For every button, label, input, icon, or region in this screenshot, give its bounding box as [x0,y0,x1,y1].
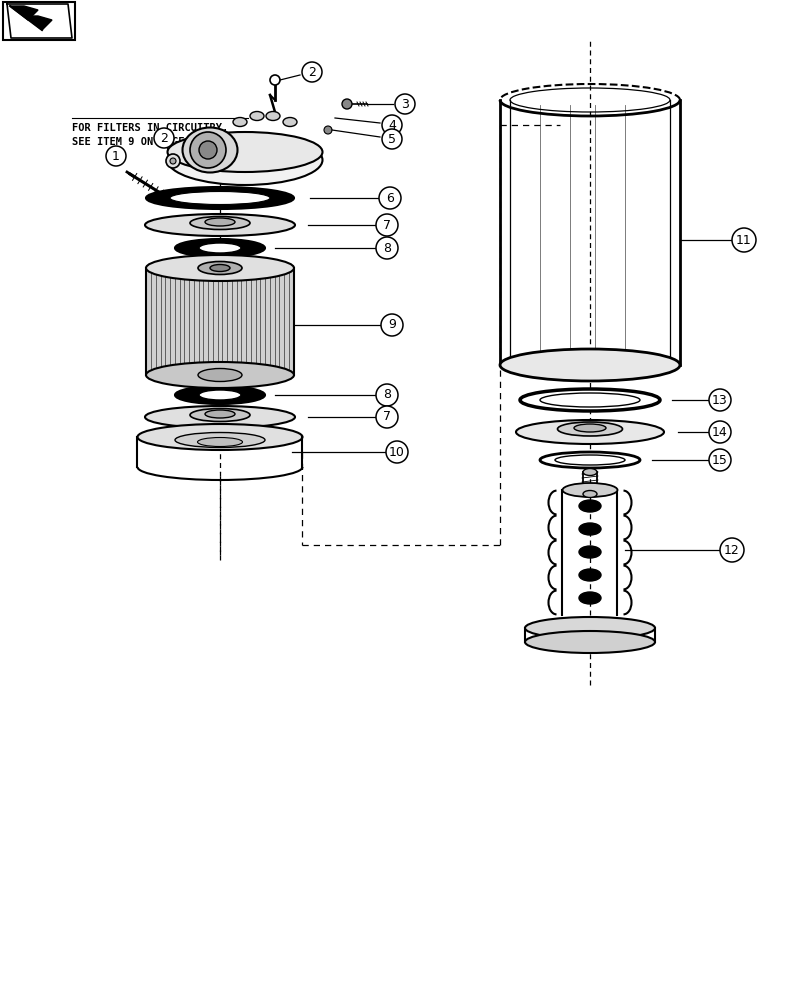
Ellipse shape [169,192,270,205]
Ellipse shape [582,490,596,497]
Ellipse shape [557,422,622,436]
Polygon shape [10,6,38,20]
Ellipse shape [515,420,663,444]
Circle shape [385,441,407,463]
Circle shape [270,75,280,85]
Ellipse shape [167,135,322,185]
Circle shape [106,146,126,166]
Ellipse shape [182,128,237,173]
Bar [3,2,75,40]
Text: 9: 9 [388,318,396,332]
Ellipse shape [554,455,624,465]
Text: 14: 14 [711,426,727,438]
Ellipse shape [175,239,264,257]
Circle shape [169,158,176,164]
Ellipse shape [573,424,605,432]
Ellipse shape [204,218,234,226]
Circle shape [154,128,174,148]
Ellipse shape [539,393,639,407]
Ellipse shape [582,468,596,476]
Text: 6: 6 [385,192,393,205]
Circle shape [375,214,397,236]
Ellipse shape [525,631,654,653]
Ellipse shape [146,255,294,281]
Circle shape [379,187,401,209]
Ellipse shape [197,438,242,446]
Circle shape [375,406,397,428]
Circle shape [731,228,755,252]
Circle shape [381,115,401,135]
Polygon shape [146,268,294,375]
Ellipse shape [578,569,600,581]
Ellipse shape [562,483,616,497]
Text: 12: 12 [723,544,739,556]
Ellipse shape [578,546,600,558]
Text: 4: 4 [388,119,396,132]
Circle shape [341,99,351,109]
Ellipse shape [146,362,294,388]
Text: 8: 8 [383,241,391,254]
Circle shape [381,129,401,149]
Text: FOR FILTERS IN CIRCUITRY,: FOR FILTERS IN CIRCUITRY, [72,123,228,133]
Circle shape [165,154,180,168]
Ellipse shape [190,408,250,422]
Polygon shape [24,16,52,30]
Text: 1: 1 [112,150,120,163]
Text: 11: 11 [736,233,751,246]
Text: 7: 7 [383,219,391,232]
Ellipse shape [283,118,297,127]
Ellipse shape [250,112,264,121]
Text: 2: 2 [307,66,315,79]
Circle shape [199,141,217,159]
Circle shape [190,132,225,168]
Circle shape [708,421,730,443]
Ellipse shape [198,368,242,381]
Ellipse shape [198,261,242,274]
Ellipse shape [539,452,639,468]
Ellipse shape [167,132,322,172]
Text: 5: 5 [388,133,396,146]
Text: 2: 2 [160,132,168,145]
Circle shape [375,384,397,406]
Ellipse shape [233,118,247,127]
Ellipse shape [199,390,241,400]
Circle shape [380,314,402,336]
Ellipse shape [175,386,264,404]
Text: 8: 8 [383,388,391,401]
Circle shape [375,237,397,259]
Circle shape [324,126,332,134]
Ellipse shape [519,389,659,411]
Text: 10: 10 [388,446,405,458]
Ellipse shape [137,424,303,450]
Ellipse shape [578,523,600,535]
Circle shape [708,389,730,411]
Ellipse shape [204,410,234,418]
Text: 3: 3 [401,98,409,111]
Ellipse shape [199,243,241,253]
Text: SEE ITEM 9 ON PAGE 207.: SEE ITEM 9 ON PAGE 207. [72,137,216,147]
Ellipse shape [500,349,679,381]
Text: 15: 15 [711,454,727,466]
Ellipse shape [578,500,600,512]
Ellipse shape [145,406,294,428]
Ellipse shape [146,187,294,209]
Ellipse shape [145,214,294,236]
Circle shape [719,538,743,562]
Circle shape [394,94,414,114]
Text: 13: 13 [711,393,727,406]
Ellipse shape [525,617,654,639]
Ellipse shape [266,112,280,121]
Circle shape [302,62,322,82]
Ellipse shape [190,217,250,230]
Ellipse shape [210,264,230,271]
Text: 7: 7 [383,410,391,424]
Circle shape [708,449,730,471]
Ellipse shape [175,432,264,448]
Ellipse shape [578,592,600,604]
